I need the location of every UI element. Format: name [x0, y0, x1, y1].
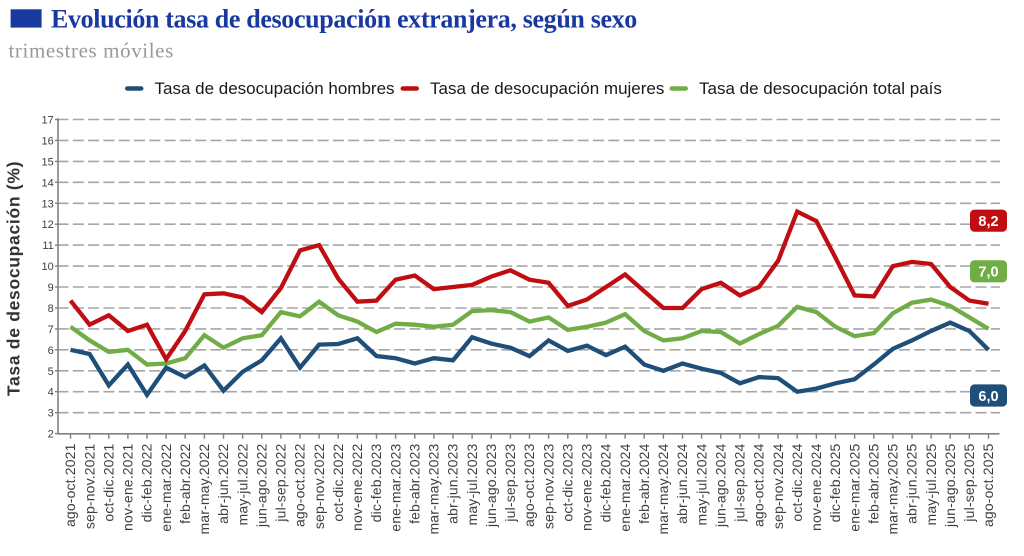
svg-text:17: 17: [42, 115, 54, 127]
svg-text:abr-jun.2023: abr-jun.2023: [445, 443, 461, 523]
svg-text:nov-ene.2021: nov-ene.2021: [120, 443, 136, 530]
svg-text:ago-oct.2024: ago-oct.2024: [751, 443, 767, 527]
svg-text:Tasa de desocupación mujeres: Tasa de desocupación mujeres: [430, 79, 664, 98]
svg-text:dic-feb.2023: dic-feb.2023: [368, 443, 384, 522]
svg-text:may-jul.2024: may-jul.2024: [693, 443, 709, 525]
svg-text:feb-abr.2022: feb-abr.2022: [177, 443, 193, 523]
svg-text:7,0: 7,0: [978, 265, 998, 281]
svg-text:4: 4: [48, 387, 54, 399]
svg-text:jul-sep.2023: jul-sep.2023: [502, 443, 518, 522]
svg-text:jun-ago.2024: jun-ago.2024: [713, 443, 729, 528]
svg-text:Evolución tasa de desocupación: Evolución tasa de desocupación extranjer…: [51, 4, 637, 33]
svg-text:abr-jun.2022: abr-jun.2022: [215, 443, 231, 523]
svg-text:7: 7: [48, 324, 54, 336]
svg-text:jul-sep.2025: jul-sep.2025: [961, 443, 977, 522]
svg-text:mar-may.2024: mar-may.2024: [655, 443, 671, 534]
svg-text:ene-mar.2022: ene-mar.2022: [158, 443, 174, 531]
svg-text:ago-oct.2023: ago-oct.2023: [521, 443, 537, 527]
svg-text:may-jul.2023: may-jul.2023: [464, 443, 480, 525]
svg-text:jun-ago.2022: jun-ago.2022: [253, 443, 269, 528]
svg-text:13: 13: [42, 198, 54, 210]
svg-text:ene-mar.2024: ene-mar.2024: [617, 443, 633, 531]
svg-text:oct-dic.2023: oct-dic.2023: [560, 443, 576, 521]
svg-text:ene-mar.2023: ene-mar.2023: [387, 443, 403, 531]
svg-text:jun-ago.2023: jun-ago.2023: [483, 443, 499, 528]
svg-text:abr-jun.2025: abr-jun.2025: [904, 443, 920, 523]
svg-text:feb-abr.2023: feb-abr.2023: [406, 443, 422, 523]
svg-text:8: 8: [48, 303, 54, 315]
svg-text:9: 9: [48, 282, 54, 294]
svg-text:6,0: 6,0: [978, 389, 998, 405]
svg-text:oct-dic.2022: oct-dic.2022: [330, 443, 346, 521]
svg-text:dic-feb.2024: dic-feb.2024: [598, 443, 614, 522]
svg-text:14: 14: [42, 177, 54, 189]
svg-text:trimestres móviles: trimestres móviles: [9, 39, 174, 63]
svg-text:jun-ago.2025: jun-ago.2025: [942, 443, 958, 528]
svg-text:2: 2: [48, 429, 54, 441]
svg-text:mar-may.2022: mar-may.2022: [196, 443, 212, 534]
svg-text:nov-ene.2022: nov-ene.2022: [349, 443, 365, 530]
svg-text:oct-dic.2024: oct-dic.2024: [789, 443, 805, 521]
svg-text:may-jul.2022: may-jul.2022: [234, 443, 250, 525]
svg-text:10: 10: [42, 261, 54, 273]
svg-text:6: 6: [48, 345, 54, 357]
svg-text:oct-dic.2021: oct-dic.2021: [101, 443, 117, 521]
svg-text:nov-ene.2024: nov-ene.2024: [808, 443, 824, 530]
svg-text:ago-oct.2022: ago-oct.2022: [292, 443, 308, 527]
svg-text:mar-may.2023: mar-may.2023: [426, 443, 442, 534]
svg-text:16: 16: [42, 135, 54, 147]
svg-text:Tasa de desocupación total paí: Tasa de desocupación total país: [699, 79, 942, 98]
svg-text:feb-abr.2025: feb-abr.2025: [866, 443, 882, 523]
svg-text:mar-may.2025: mar-may.2025: [885, 443, 901, 534]
svg-text:3: 3: [48, 408, 54, 420]
svg-text:dic-feb.2025: dic-feb.2025: [827, 443, 843, 522]
svg-text:5: 5: [48, 366, 54, 378]
svg-text:ago-oct.2021: ago-oct.2021: [62, 443, 78, 527]
svg-text:Tasa de desocupación (%): Tasa de desocupación (%): [3, 161, 23, 396]
svg-text:Tasa de desocupación hombres: Tasa de desocupación hombres: [155, 79, 395, 98]
svg-text:dic-feb.2022: dic-feb.2022: [139, 443, 155, 522]
svg-text:feb-abr.2024: feb-abr.2024: [636, 443, 652, 523]
svg-text:ago-oct.2025: ago-oct.2025: [980, 443, 996, 527]
svg-text:sep-nov.2023: sep-nov.2023: [540, 443, 556, 529]
svg-text:12: 12: [42, 219, 54, 231]
svg-text:sep-nov.2021: sep-nov.2021: [81, 443, 97, 529]
svg-text:jul-sep.2024: jul-sep.2024: [732, 443, 748, 522]
svg-text:15: 15: [42, 156, 54, 168]
svg-text:may-jul.2025: may-jul.2025: [923, 443, 939, 525]
svg-text:nov-ene.2023: nov-ene.2023: [579, 443, 595, 530]
svg-text:abr-jun.2024: abr-jun.2024: [674, 443, 690, 523]
svg-text:ene-mar.2025: ene-mar.2025: [846, 443, 862, 531]
svg-text:jul-sep.2022: jul-sep.2022: [273, 443, 289, 522]
svg-text:sep-nov.2022: sep-nov.2022: [311, 443, 327, 529]
svg-text:11: 11: [42, 240, 53, 252]
svg-text:8,2: 8,2: [978, 214, 998, 230]
svg-text:sep-nov.2024: sep-nov.2024: [770, 443, 786, 529]
